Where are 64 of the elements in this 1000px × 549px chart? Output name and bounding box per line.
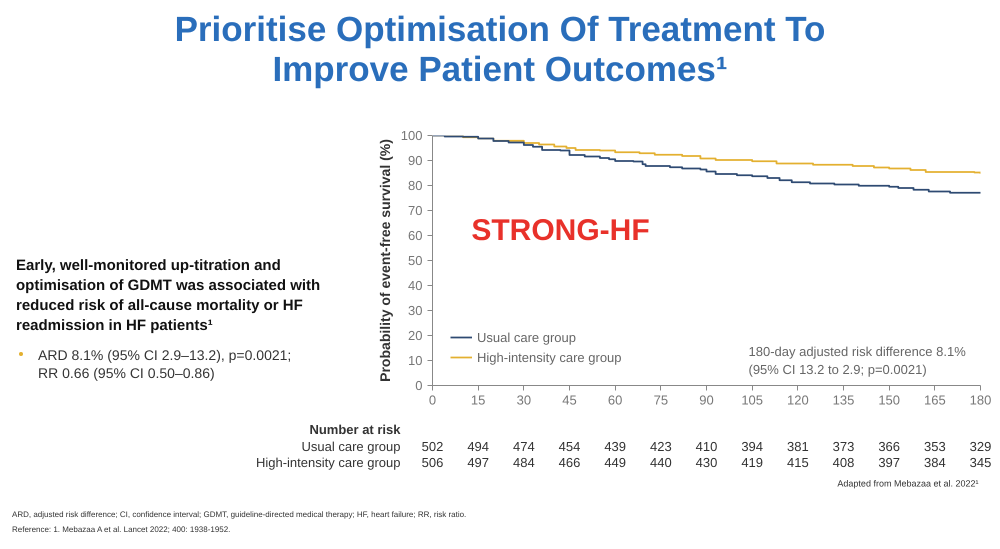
- annotation: 180-day adjusted risk difference 8.1% (95% CI 13.2 to 2.9; p=0.0021): [748, 344, 966, 377]
- x-tick-label: 60: [608, 392, 622, 408]
- text: 494: [467, 439, 490, 454]
- annotation: STRONG-HF: [471, 214, 650, 247]
- x-tick-label: 15: [470, 392, 486, 408]
- x-tick-label: 150: [878, 392, 900, 408]
- x-tick-label: 180: [970, 392, 992, 408]
- text: 419: [741, 455, 764, 470]
- y-axis-title: Probability of event-free survival (%): [376, 139, 393, 382]
- text: 439: [604, 439, 626, 454]
- text: 329: [970, 439, 992, 454]
- text: 454: [558, 439, 580, 454]
- text: 506: [422, 455, 444, 470]
- y-tick-label: 30: [408, 303, 423, 318]
- text: 423: [650, 439, 672, 454]
- text: 373: [832, 439, 854, 454]
- y-tick-label: 80: [408, 178, 423, 193]
- text: 394: [741, 439, 764, 454]
- y-tick-label: 10: [408, 353, 423, 368]
- text: 502: [422, 439, 444, 454]
- text: 381: [786, 439, 809, 454]
- text: ARD 8.1% (95% CI 2.9–13.2), p=0.0021; RR 0.66 (95% CI 0.50–0.86): [37, 346, 292, 382]
- legend-label: Usual care group: [477, 330, 576, 344]
- text: 410: [696, 439, 718, 454]
- text: 415: [786, 455, 809, 470]
- text: 440: [650, 455, 672, 470]
- text: 397: [878, 455, 900, 470]
- y-tick-label: 40: [408, 278, 423, 293]
- y-tick-label: 70: [408, 203, 423, 218]
- x-tick-label: 165: [924, 392, 946, 408]
- text: 384: [924, 455, 946, 470]
- x-tick-label: 75: [654, 392, 668, 408]
- x-tick-label: 90: [699, 392, 714, 408]
- legend-label: High-intensity care group: [477, 350, 622, 364]
- y-tick-label: 100: [400, 128, 423, 143]
- y-tick-label: 90: [408, 153, 423, 168]
- y-tick-label: 0: [415, 378, 423, 393]
- text: Reference: 1. Mebazaa A et al. Lancet 2022; 400: 1938-1952.: [12, 524, 232, 536]
- x-tick-label: 45: [562, 392, 577, 408]
- text: 408: [832, 455, 854, 470]
- y-tick-label: 60: [408, 228, 423, 243]
- text: 449: [604, 455, 626, 470]
- text: Number at risk: [309, 422, 402, 437]
- x-tick-label: 120: [786, 392, 809, 408]
- chart-title: Prioritise Optimisation Of Treatment To Improve Patient Outcomes¹: [174, 10, 826, 90]
- text: 484: [512, 455, 535, 470]
- text: Adapted from Mebazaa et al. 2022¹: [837, 478, 979, 488]
- text: 353: [924, 439, 946, 454]
- text: 466: [558, 455, 580, 470]
- text: 366: [878, 439, 900, 454]
- x-tick-label: 30: [516, 392, 532, 408]
- text: Early, well-monitored up-titration and optimisation of GDMT was associated with reduced risk of all-cause mortality or HF readmission in HF patients¹: [16, 256, 321, 336]
- x-tick-label: 135: [832, 392, 854, 408]
- x-tick-label: 0: [428, 392, 436, 408]
- text: 430: [696, 455, 718, 470]
- text: 345: [970, 455, 992, 470]
- y-tick-label: 50: [408, 253, 423, 268]
- text: High-intensity care group: [256, 455, 401, 470]
- text: 497: [467, 455, 490, 470]
- text: ARD, adjusted risk difference; CI, confidence interval; GDMT, guideline-directed medical therapy; HF, heart failure; RR, risk ratio.: [12, 509, 466, 520]
- x-tick-label: 105: [741, 392, 764, 408]
- text: 474: [512, 439, 535, 454]
- text: Usual care group: [302, 439, 400, 454]
- y-tick-label: 20: [408, 328, 423, 343]
